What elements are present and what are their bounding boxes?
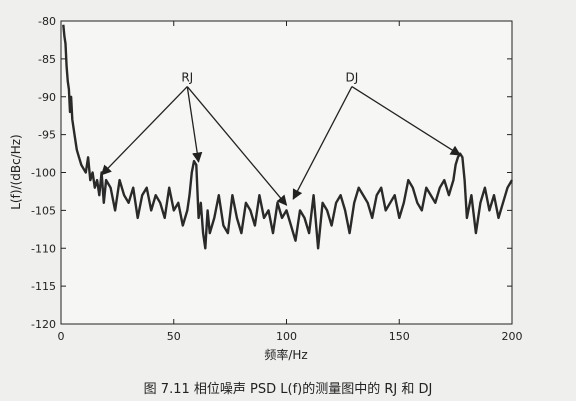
y-tick-label: -100 [31,167,56,180]
y-tick-label: -85 [38,53,56,66]
annotation-arrow-rj [186,86,288,206]
annotation-arrow-rj [100,86,188,176]
y-tick-label: -110 [31,242,56,255]
annotation-arrow-dj [351,86,462,156]
plot-frame [60,20,513,325]
y-tick-label: -80 [38,15,56,28]
annotation-label-rj: RJ [181,71,193,85]
y-axis-label: L(f)/(dBc/Hz) [9,134,23,210]
y-tick-label: -90 [38,91,56,104]
annotation-label-dj: DJ [346,71,359,85]
psd-series-line [62,24,514,250]
x-tick-label: 50 [167,330,181,343]
annotation-arrow-dj [292,86,353,200]
y-tick-label: -120 [31,318,56,331]
figure-caption: 图 7.11 相位噪声 PSD L(f)的测量图中的 RJ 和 DJ [143,382,433,397]
x-tick-label: 150 [389,330,410,343]
x-tick-label: 100 [276,330,297,343]
y-tick-label: -115 [31,280,56,293]
x-tick-label: 0 [58,330,65,343]
annotation-arrow-rj [186,86,203,163]
y-tick-label: -105 [31,204,56,217]
x-axis-label: 频率/Hz [264,347,307,362]
y-tick-label: -95 [38,129,56,142]
x-tick-label: 200 [502,330,523,343]
